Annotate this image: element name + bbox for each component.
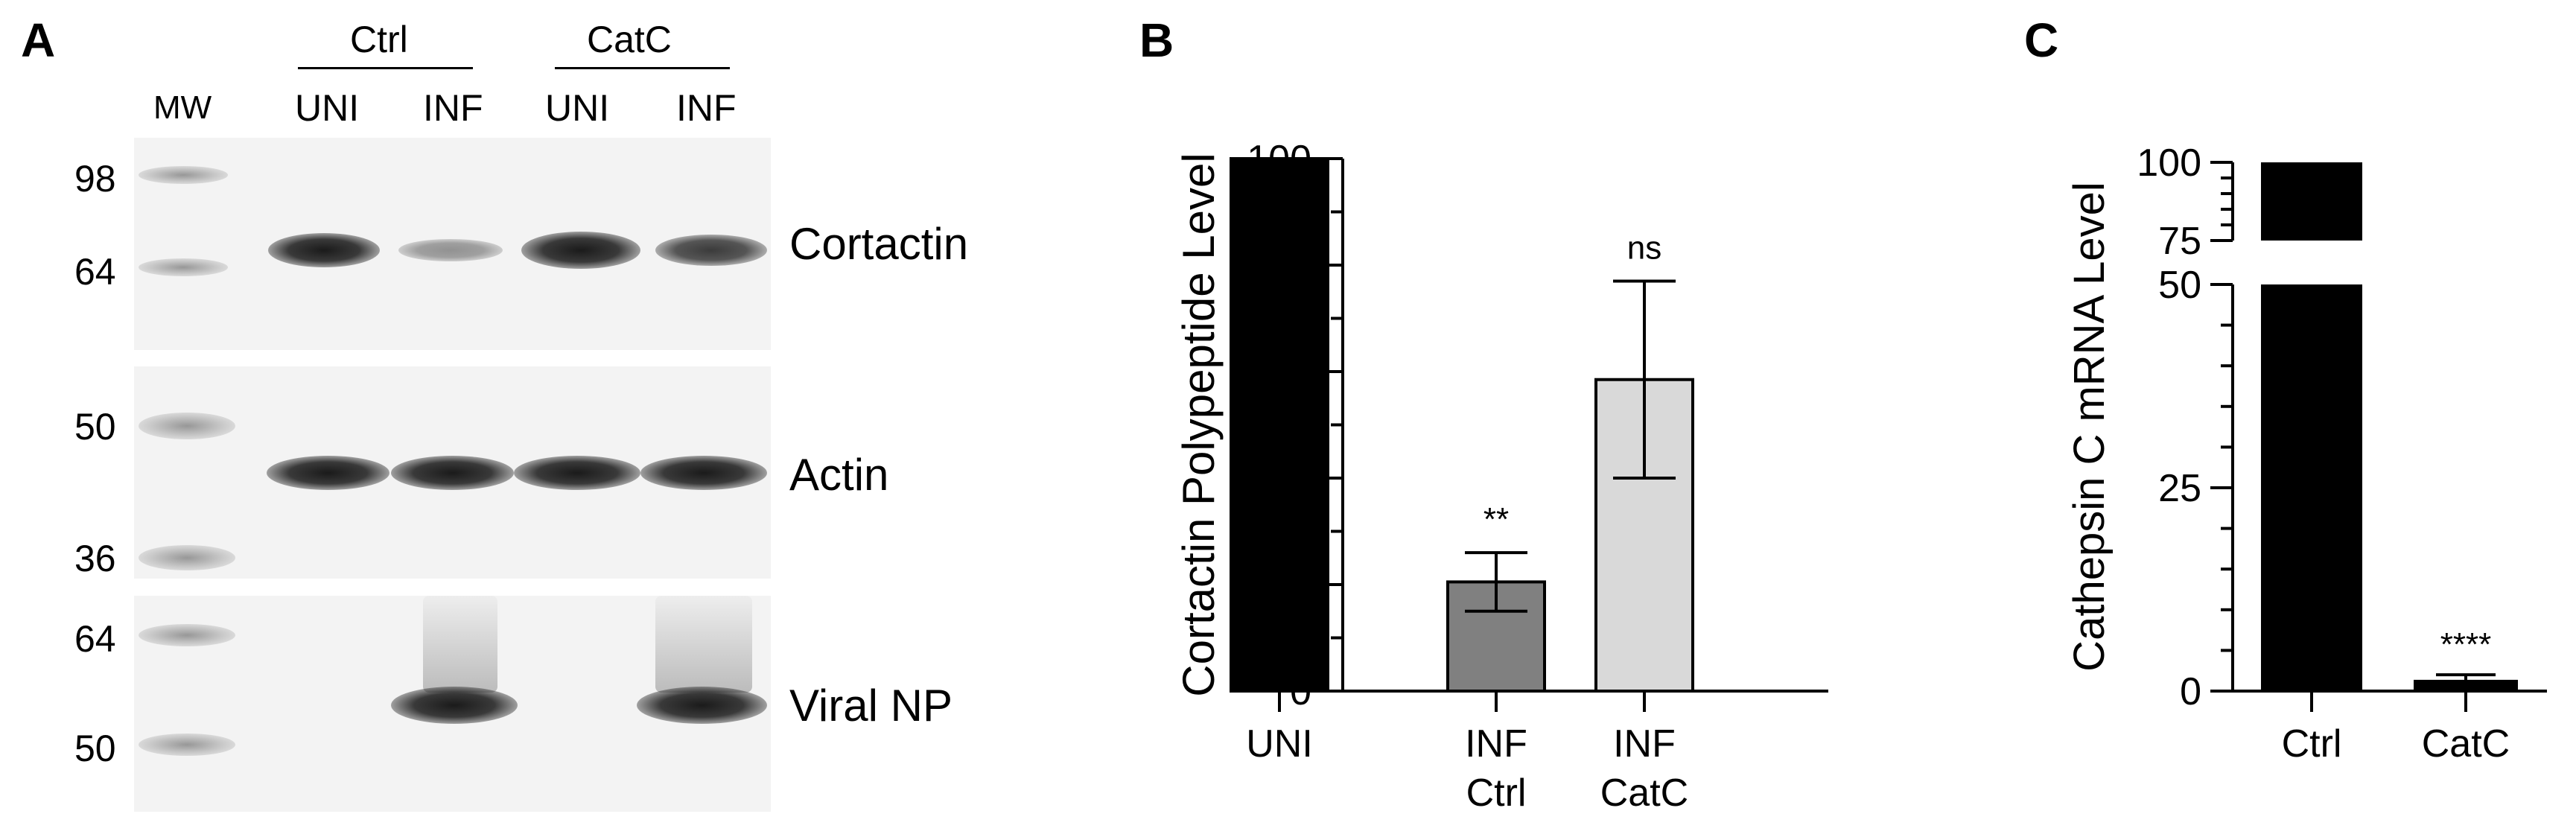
row-label-actin: Actin (789, 450, 889, 500)
panel-label-c: C (2024, 13, 2059, 67)
cortactin-band-inf-ctrl (398, 239, 503, 261)
y-axis-label: Cortactin Polypeptide Level (1174, 153, 1224, 696)
row-label-viral-np: Viral NP (789, 681, 953, 731)
bar-lower (2261, 284, 2362, 691)
blot-actin (134, 366, 771, 579)
np-smear-inf-catc (655, 596, 752, 693)
mw-marker-64: 64 (74, 618, 116, 660)
bar (2414, 679, 2518, 693)
mw-band (139, 734, 235, 756)
significance-label: ** (1483, 501, 1509, 538)
lane-label-inf-catc: INF (676, 87, 737, 129)
mw-band (139, 545, 235, 570)
cortactin-bar-chart: 020406080100Cortactin Polypeptide LevelU… (1174, 138, 1828, 815)
x-tick-label: Ctrl (2282, 722, 2342, 766)
y-tick-label: 25 (2158, 467, 2201, 510)
actin-band-inf-ctrl (391, 456, 514, 490)
x-tick-label: INF (1613, 722, 1676, 766)
np-band-inf-ctrl (391, 687, 518, 724)
mw-marker-50: 50 (74, 406, 116, 448)
y-tick-label: 100 (2137, 141, 2201, 185)
y-tick-label: 0 (2180, 670, 2201, 713)
mw-band (139, 258, 228, 276)
mw-band (139, 624, 235, 646)
x-tick-label: UNI (1246, 722, 1313, 766)
y-tick-label: 50 (2158, 264, 2201, 307)
bar-upper (2261, 162, 2362, 241)
cortactin-band-uni-ctrl (268, 233, 380, 267)
significance-label: ns (1627, 229, 1661, 266)
x-tick-label: CatC (2422, 722, 2510, 766)
mw-marker-64: 64 (74, 251, 116, 293)
mw-band (139, 413, 235, 439)
panel-label-b: B (1139, 13, 1174, 67)
mw-marker-50: 50 (74, 728, 116, 769)
significance-label: **** (2440, 626, 2492, 663)
mw-marker-98: 98 (74, 158, 116, 200)
bar (1230, 157, 1329, 693)
actin-band-uni-catc (514, 456, 640, 490)
cortactin-band-inf-catc (655, 235, 767, 266)
np-smear-inf-ctrl (423, 596, 497, 693)
cortactin-band-uni-catc (521, 232, 640, 269)
x-tick-label: INF (1465, 722, 1527, 766)
panel-label-a: A (21, 13, 56, 67)
blot-viral-np (134, 596, 771, 812)
row-label-cortactin: Cortactin (789, 219, 969, 269)
mw-marker-36: 36 (74, 538, 116, 579)
mw-band (139, 166, 228, 184)
blot-cortactin (134, 138, 771, 350)
x-tick-label: Ctrl (1466, 771, 1527, 815)
lane-label-uni-ctrl: UNI (295, 87, 360, 129)
y-tick-label: 75 (2158, 220, 2201, 263)
y-axis-label: Cathepsin C mRNA Level (2065, 182, 2114, 672)
np-band-inf-catc (637, 687, 767, 724)
group-label-catc: CatC (587, 19, 672, 60)
group-line-ctrl (298, 67, 473, 69)
lane-label-mw: MW (153, 89, 212, 126)
x-tick-label: CatC (1600, 771, 1688, 815)
lane-label-inf-ctrl: INF (423, 87, 483, 129)
actin-band-uni-ctrl (267, 456, 389, 490)
lane-label-uni-catc: UNI (545, 87, 610, 129)
group-line-catc (555, 67, 730, 69)
group-label-ctrl: Ctrl (350, 19, 408, 60)
actin-band-inf-catc (640, 456, 767, 490)
